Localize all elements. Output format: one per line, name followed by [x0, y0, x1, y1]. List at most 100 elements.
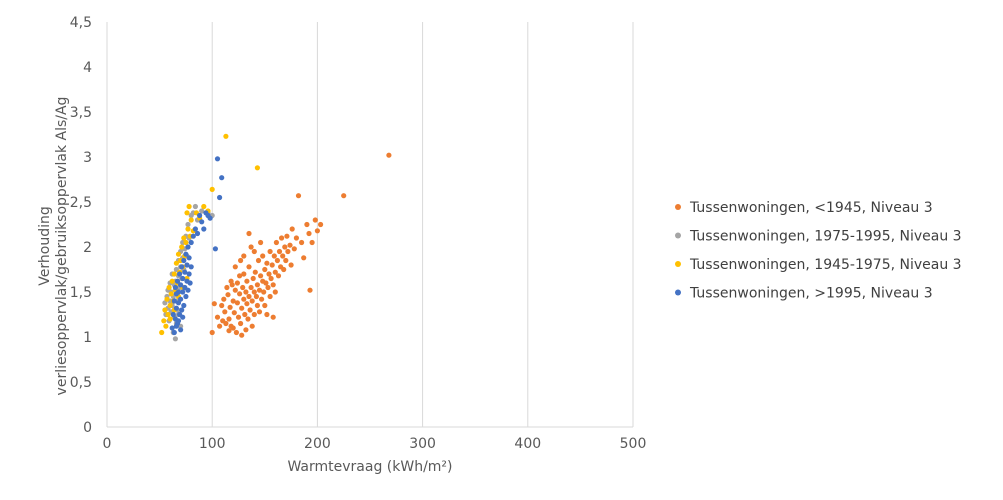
data-point — [258, 239, 264, 246]
x-tick-label: 200 — [304, 436, 331, 452]
data-point — [186, 255, 192, 261]
data-point — [173, 323, 179, 329]
legend-marker — [675, 204, 681, 210]
data-point — [306, 230, 312, 237]
data-point — [261, 289, 267, 295]
data-point — [171, 271, 177, 277]
legend-label: Tussenwoningen, 1975-1995, Niveau 3 — [689, 229, 962, 245]
data-point — [181, 257, 187, 264]
data-point — [246, 230, 252, 237]
data-point — [254, 302, 260, 309]
data-point — [262, 302, 268, 309]
data-point — [246, 293, 252, 300]
data-point — [164, 296, 170, 302]
legend-marker — [675, 289, 681, 296]
data-point — [234, 280, 240, 286]
data-point — [178, 296, 184, 302]
data-point — [201, 203, 207, 210]
data-point — [309, 239, 315, 246]
data-point — [201, 226, 207, 232]
data-point — [167, 302, 173, 309]
data-point — [267, 248, 273, 255]
data-point — [228, 278, 234, 284]
data-point — [265, 284, 271, 291]
x-tick-label: 300 — [409, 436, 436, 452]
data-point — [304, 221, 310, 228]
data-point — [259, 296, 265, 302]
y-tick-label: 2,5 — [70, 195, 92, 211]
data-point — [253, 293, 259, 300]
data-point — [226, 328, 232, 334]
data-point — [289, 226, 295, 232]
data-point — [256, 287, 263, 293]
data-point — [175, 289, 182, 295]
data-point — [299, 239, 305, 246]
data-point — [284, 233, 290, 239]
data-point — [268, 275, 274, 282]
data-point — [180, 289, 186, 295]
data-point — [341, 193, 347, 199]
data-point — [285, 248, 291, 255]
data-point — [219, 302, 225, 309]
data-point — [171, 298, 177, 304]
data-point — [307, 287, 313, 293]
data-point — [209, 186, 215, 192]
legend-marker — [675, 232, 681, 239]
data-point — [183, 251, 189, 257]
data-point — [172, 284, 178, 291]
data-point — [221, 296, 227, 302]
y-axis-label-line2: verliesoppervlak/gebruiksoppervlak Als/A… — [54, 97, 70, 396]
data-point — [266, 271, 272, 277]
data-point — [235, 314, 242, 320]
data-point — [301, 255, 307, 261]
legend-marker — [675, 261, 681, 267]
data-point — [239, 305, 245, 311]
data-point — [226, 316, 232, 322]
data-point — [214, 156, 221, 162]
data-point — [241, 253, 247, 259]
data-point — [293, 235, 299, 241]
data-point — [241, 271, 247, 277]
data-point — [252, 269, 258, 275]
data-point — [207, 215, 213, 221]
x-tick-label: 400 — [514, 436, 541, 452]
data-point — [169, 325, 175, 331]
x-tick-label: 100 — [199, 436, 226, 452]
data-point — [244, 301, 250, 307]
data-point — [239, 332, 245, 338]
data-point — [312, 217, 318, 223]
data-point — [291, 246, 297, 252]
data-point — [175, 251, 182, 257]
data-point — [185, 226, 191, 232]
data-point — [165, 311, 171, 318]
x-tick-label: 0 — [103, 436, 112, 452]
data-point — [178, 327, 184, 333]
data-point — [179, 244, 185, 250]
data-point — [248, 284, 254, 291]
y-axis-label-line1: Verhouding — [37, 206, 53, 285]
data-point — [264, 260, 270, 266]
data-point — [211, 301, 217, 307]
data-point — [173, 305, 179, 311]
data-point — [223, 133, 229, 139]
data-point — [197, 212, 203, 219]
data-point — [181, 235, 187, 241]
data-point — [247, 307, 253, 313]
data-point — [185, 287, 191, 293]
data-point — [250, 275, 256, 282]
legend-label: Tussenwoningen, >1995, Niveau 3 — [689, 286, 933, 302]
data-point — [314, 228, 320, 234]
data-point — [159, 329, 165, 336]
data-point — [272, 269, 278, 275]
data-point — [217, 194, 223, 201]
legend: Tussenwoningen, <1945, Niveau 3 Tussenwon… — [675, 200, 962, 302]
data-point — [241, 296, 247, 302]
data-point — [270, 282, 276, 288]
data-point — [254, 165, 260, 171]
data-point — [270, 314, 276, 320]
data-point — [234, 300, 240, 306]
data-point — [180, 275, 186, 282]
data-point — [163, 323, 169, 329]
data-point — [183, 239, 189, 246]
data-point — [161, 318, 167, 324]
